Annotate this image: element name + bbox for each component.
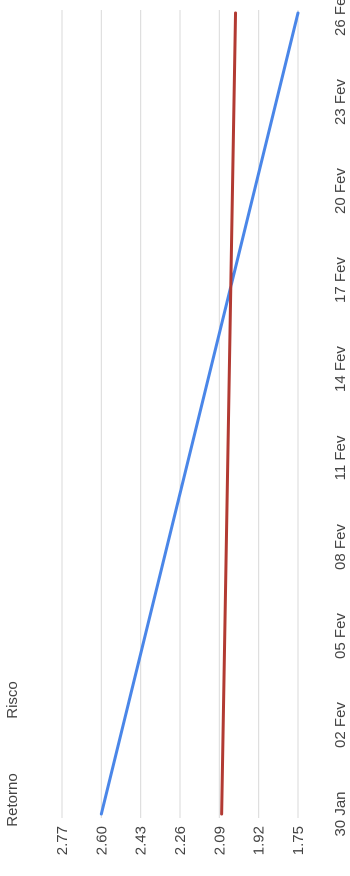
value-axis-tick-labels: 2.77 2.60 2.43 2.26 2.09 1.92 1.75 xyxy=(54,826,307,855)
date-tick-label: 23 Fev xyxy=(332,79,349,125)
date-tick-label: 17 Fev xyxy=(332,257,349,303)
value-tick-label: 1.75 xyxy=(290,826,307,855)
date-tick-label: 14 Fev xyxy=(332,346,349,392)
date-tick-label: 30 Jan xyxy=(332,791,349,836)
series-lines xyxy=(99,11,300,816)
date-tick-label: 05 Fev xyxy=(332,613,349,659)
value-tick-label: 2.43 xyxy=(133,826,150,855)
series-line-retorno xyxy=(99,11,300,816)
legend-item-retorno: Retorno xyxy=(4,773,21,826)
date-tick-label: 11 Fev xyxy=(332,435,349,480)
value-tick-label: 2.09 xyxy=(211,826,228,855)
date-axis-tick-labels: 30 Jan 02 Fev 05 Fev 08 Fev 11 Fev 14 Fev 17 F… xyxy=(332,0,349,837)
value-tick-label: 2.77 xyxy=(54,826,71,855)
grid-lines xyxy=(61,10,299,818)
value-tick-label: 1.92 xyxy=(251,826,268,855)
date-tick-label: 02 Fev xyxy=(332,702,349,748)
date-tick-label: 26 Fev xyxy=(332,0,349,36)
date-tick-label: 08 Fev xyxy=(332,524,349,570)
value-tick-label: 2.26 xyxy=(172,826,189,855)
date-tick-label: 20 Fev xyxy=(332,168,349,214)
value-tick-label: 2.60 xyxy=(93,826,110,855)
legend: Retorno Risco xyxy=(4,681,21,826)
series-line-risco xyxy=(220,11,238,816)
legend-item-risco: Risco xyxy=(4,681,21,719)
